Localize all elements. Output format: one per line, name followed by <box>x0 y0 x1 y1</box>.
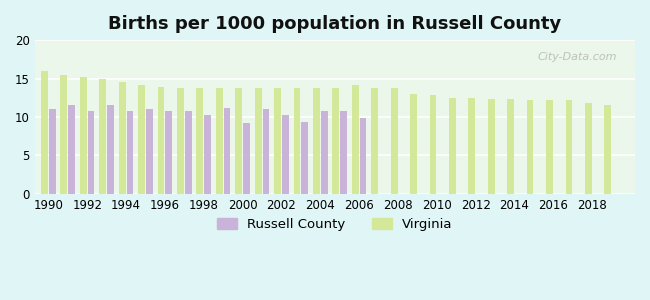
Bar <box>282 116 289 194</box>
Bar <box>138 85 145 194</box>
Bar <box>255 88 261 194</box>
Bar <box>507 99 514 194</box>
Bar <box>41 71 48 194</box>
Bar <box>60 75 67 194</box>
Bar <box>469 98 475 194</box>
Bar <box>449 98 456 194</box>
Bar <box>204 116 211 194</box>
Bar <box>321 111 328 194</box>
Bar <box>216 88 223 194</box>
Bar <box>566 100 573 194</box>
Bar <box>294 88 300 194</box>
Bar <box>49 109 56 194</box>
Bar <box>371 88 378 194</box>
Bar <box>243 123 250 194</box>
Bar <box>410 94 417 194</box>
Bar <box>127 111 133 194</box>
Bar <box>546 100 553 194</box>
Bar <box>391 88 398 194</box>
Bar <box>68 105 75 194</box>
Bar <box>263 109 269 194</box>
Bar <box>177 88 184 194</box>
Bar <box>488 99 495 194</box>
Bar <box>107 105 114 194</box>
Bar <box>80 77 86 194</box>
Bar <box>274 88 281 194</box>
Bar <box>165 111 172 194</box>
Bar <box>585 103 592 194</box>
Bar <box>88 111 94 194</box>
Bar <box>332 88 339 194</box>
Bar <box>196 88 203 194</box>
Bar <box>235 88 242 194</box>
Bar <box>185 111 192 194</box>
Bar <box>526 100 534 194</box>
Legend: Russell County, Virginia: Russell County, Virginia <box>212 212 458 236</box>
Bar <box>224 108 231 194</box>
Bar <box>340 111 347 194</box>
Text: City-Data.com: City-Data.com <box>538 52 617 62</box>
Bar <box>146 109 153 194</box>
Bar <box>430 95 436 194</box>
Bar <box>157 87 164 194</box>
Bar <box>352 85 359 194</box>
Bar <box>359 118 367 194</box>
Title: Births per 1000 population in Russell County: Births per 1000 population in Russell Co… <box>109 15 562 33</box>
Bar <box>99 79 106 194</box>
Bar <box>313 88 320 194</box>
Bar <box>119 82 125 194</box>
Bar <box>302 122 308 194</box>
Bar <box>604 105 611 194</box>
